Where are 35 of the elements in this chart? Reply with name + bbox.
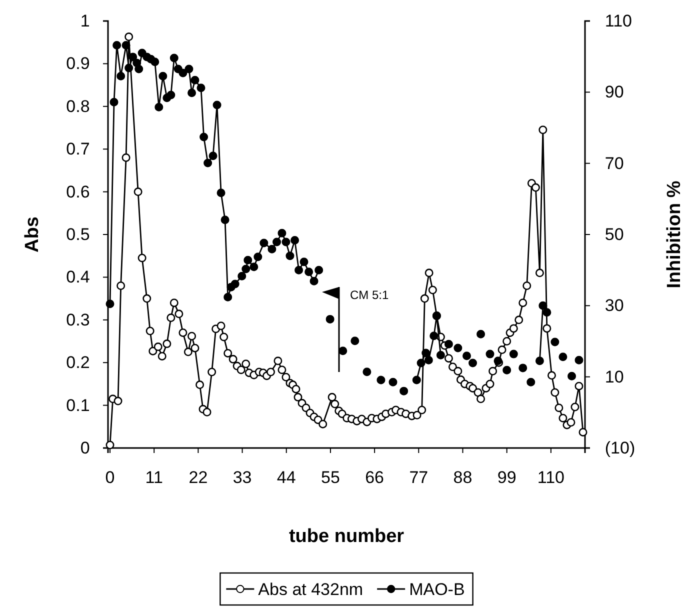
y2-tick-label: 30 [604, 296, 624, 316]
y2-tick-label: 70 [604, 154, 624, 173]
x-axis-title: tube number [288, 526, 405, 547]
y-tick-label: 0.6 [66, 182, 90, 202]
y-tick-label: 0 [80, 438, 90, 458]
y-tick-label: 0.3 [66, 310, 90, 330]
y-tick-label: 0.4 [66, 268, 90, 287]
annotation: CM 5:1 [350, 288, 390, 302]
y2-tick-label: 110 [604, 11, 632, 30]
y-tick-label: 0.8 [66, 96, 90, 116]
x-tick-label: 66 [365, 468, 384, 488]
y-tick-label: 0.5 [66, 224, 90, 244]
y-tick-label: 0.1 [66, 396, 90, 415]
x-tick-label: 77 [409, 468, 428, 488]
y2-axis-title: Inhibition % [664, 180, 685, 288]
x-tick-label: 99 [497, 468, 516, 488]
x-tick-label: 22 [188, 468, 208, 488]
x-tick-label: 11 [145, 468, 163, 488]
y-tick-label: 0.7 [66, 140, 90, 159]
y-tick-label: 0.2 [66, 353, 90, 372]
y2-tick-label: 90 [604, 82, 624, 102]
x-tick-label: 0 [105, 468, 115, 488]
x-tick-label: 55 [321, 468, 340, 488]
x-tick-label: 44 [276, 468, 296, 488]
y2-tick-label: (10) [604, 438, 636, 458]
x-tick-label: 88 [453, 468, 472, 488]
y2-tick-label: 10 [604, 367, 624, 386]
y2-tick-label: 50 [604, 224, 624, 244]
y-axis-title: Abs [22, 216, 43, 252]
legend-label: MAO-B [409, 580, 465, 599]
y-tick-label: 1 [80, 11, 90, 30]
legend-label: Abs at 432nm [258, 580, 364, 599]
x-tick-label: 110 [537, 468, 564, 488]
y-tick-label: 0.9 [66, 54, 90, 74]
x-tick-label: 33 [232, 468, 252, 488]
